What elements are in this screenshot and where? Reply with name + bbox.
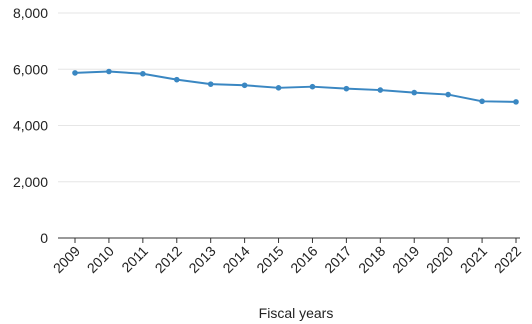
data-point [72,70,78,76]
x-tick-label: 2010 [84,243,117,276]
x-tick-label: 2020 [423,243,456,276]
y-tick-label: 2,000 [13,174,48,190]
x-tick-label: 2015 [253,243,286,276]
x-tick-label: 2019 [389,243,422,276]
x-tick-label: 2011 [118,243,151,276]
y-tick-labels: 0 2,000 4,000 6,000 8,000 [13,5,48,246]
x-tick-label: 2013 [185,243,218,276]
x-tick-label: 2022 [491,243,524,276]
data-point [513,99,519,105]
series-layer [72,68,519,105]
data-point [411,89,418,96]
data-point [445,91,451,98]
data-point [377,87,384,93]
data-point [275,85,282,91]
x-tick-label: 2012 [152,243,185,276]
data-point [343,85,350,92]
x-tick-label: 2021 [457,243,490,276]
axes [58,237,520,243]
x-tick-label: 2016 [287,243,320,276]
data-point [140,70,146,77]
series-line [74,70,517,103]
x-tick-label: 2018 [355,243,388,276]
gridlines [58,12,520,183]
x-tick-label: 2009 [50,243,83,276]
y-tick-label: 4,000 [13,118,48,134]
data-point [207,81,214,87]
x-axis-title: Fiscal years [259,305,334,321]
data-point [479,98,485,105]
x-tick-label: 2017 [321,243,354,276]
data-point [173,76,180,83]
y-tick-label: 0 [40,230,48,246]
data-point [241,82,248,89]
y-tick-label: 6,000 [13,61,48,77]
y-tick-label: 8,000 [13,5,48,21]
x-tick-labels: 2009 2010 2011 2012 2013 2014 2015 2016 2017 2018… [50,243,524,276]
data-point [309,83,316,90]
data-point [106,68,112,75]
x-tick-label: 2014 [219,243,252,276]
